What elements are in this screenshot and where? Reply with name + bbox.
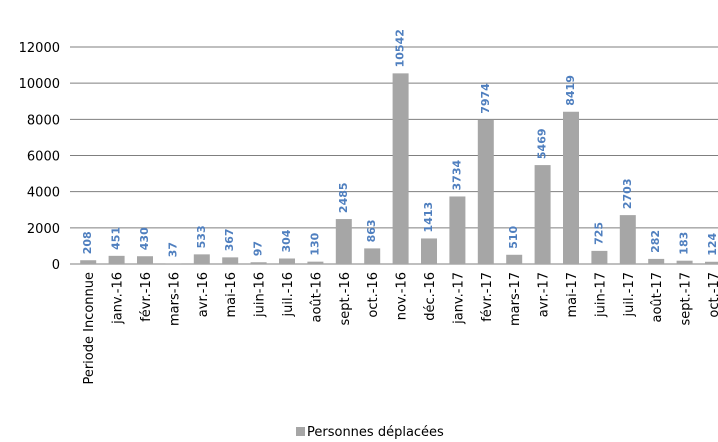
x-tick-label: sept.-16	[338, 272, 353, 326]
x-tick-label: sept.-17	[679, 272, 694, 326]
y-tick-label: 10000	[19, 77, 60, 92]
bar	[705, 261, 718, 264]
x-tick-label: nov.-16	[395, 272, 410, 320]
bar	[563, 111, 579, 265]
bar	[364, 248, 381, 264]
bar	[307, 261, 324, 264]
x-tick-label: mai-17	[565, 272, 580, 317]
data-label: 183	[678, 232, 691, 255]
x-tick-label: août-16	[309, 272, 324, 323]
bar	[80, 260, 97, 264]
x-tick-label: oct.-17	[707, 272, 718, 318]
y-tick-label: 8000	[27, 113, 60, 128]
bar	[449, 196, 466, 264]
data-label: 7974	[479, 83, 492, 114]
bar	[477, 119, 494, 264]
data-label: 282	[649, 230, 662, 253]
data-label: 208	[81, 231, 94, 254]
bar	[676, 260, 693, 264]
x-tick-label: août-17	[650, 272, 665, 323]
data-label: 451	[110, 227, 123, 250]
data-label: 430	[138, 227, 151, 250]
data-label: 2485	[337, 182, 350, 213]
legend-swatch	[296, 427, 305, 436]
x-tick-label: déc.-16	[423, 272, 438, 321]
bar	[335, 219, 352, 264]
x-tick-label: mars-16	[167, 272, 182, 326]
data-label: 304	[280, 229, 293, 252]
data-label: 725	[592, 222, 605, 245]
data-label: 10542	[394, 29, 407, 67]
x-tick-label: janv.-17	[451, 272, 466, 325]
bar	[506, 254, 523, 264]
bar	[648, 258, 665, 264]
bar	[591, 250, 608, 264]
x-tick-label: juil.-16	[281, 272, 296, 317]
data-label: 3734	[450, 160, 463, 191]
y-tick-label: 0	[52, 258, 60, 273]
x-tick-label: févr.-17	[480, 272, 495, 322]
x-tick-label: juil.-17	[622, 272, 637, 317]
data-label: 130	[308, 232, 321, 255]
data-label: 124	[706, 232, 718, 255]
bar	[222, 257, 239, 264]
x-tick-label: févr.-16	[139, 272, 154, 322]
legend-label: Personnes déplacées	[307, 425, 444, 440]
bar	[619, 215, 636, 264]
bar	[421, 238, 437, 264]
data-label: 1413	[422, 202, 435, 233]
y-tick-label: 2000	[27, 222, 60, 237]
data-label: 5469	[536, 128, 549, 159]
x-tick-label: juin-16	[253, 272, 268, 318]
bar	[534, 165, 551, 264]
data-label: 510	[507, 225, 520, 248]
x-tick-label: avr.-16	[196, 272, 211, 317]
x-tick-label: mai-16	[224, 272, 239, 317]
data-label: 863	[365, 219, 378, 242]
y-tick-label: 4000	[27, 186, 60, 201]
bar	[279, 258, 295, 264]
data-label: 533	[195, 225, 208, 248]
data-label: 37	[166, 242, 179, 257]
y-tick-label: 12000	[19, 41, 60, 56]
bar	[250, 262, 267, 264]
data-label: 97	[252, 241, 265, 256]
y-tick-label: 6000	[27, 150, 60, 165]
x-tick-label: mars-17	[508, 272, 523, 326]
bar	[165, 263, 182, 264]
x-tick-label: Periode Inconnue	[82, 272, 97, 385]
data-label: 2703	[621, 178, 634, 209]
bar	[137, 256, 153, 264]
bar	[108, 255, 125, 264]
x-tick-label: janv.-16	[111, 272, 126, 325]
data-label: 8419	[564, 75, 577, 106]
x-tick-label: juin-17	[593, 272, 608, 318]
x-tick-label: avr.-17	[537, 272, 552, 317]
bar	[392, 73, 409, 264]
data-label: 367	[223, 228, 236, 251]
x-tick-label: oct.-16	[366, 272, 381, 318]
bar	[193, 254, 210, 264]
